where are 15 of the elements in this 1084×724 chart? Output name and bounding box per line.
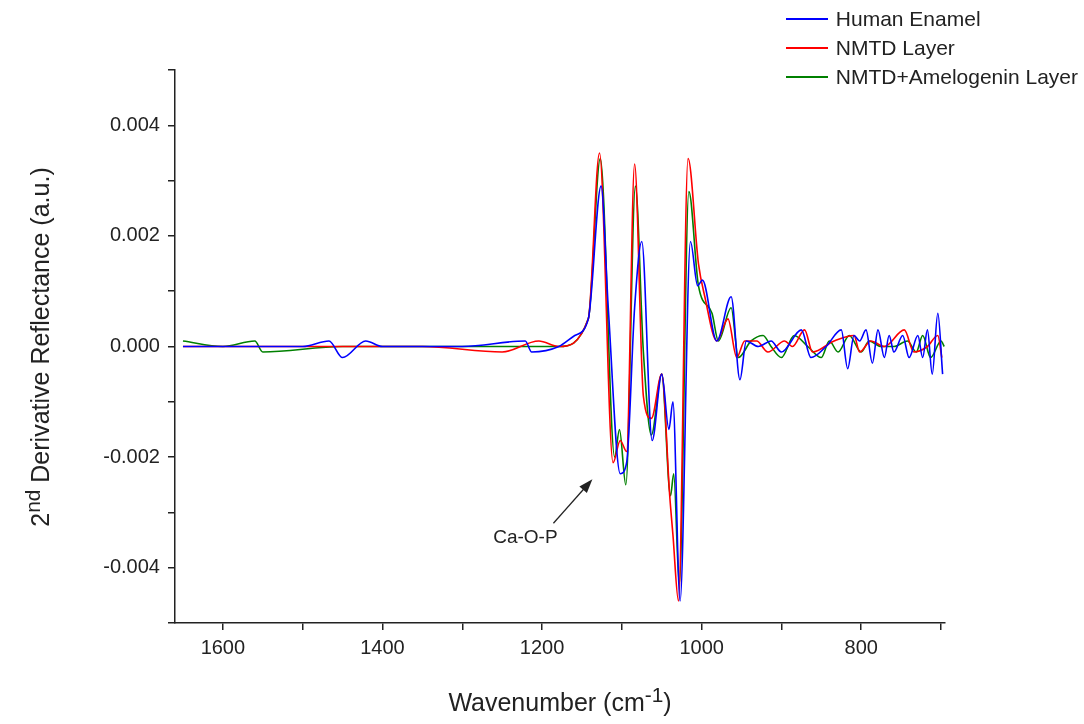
annotation: Ca-O-P — [493, 525, 558, 547]
legend-label: NMTD+Amelogenin Layer — [835, 64, 1078, 89]
y-tick-label: -0.002 — [103, 444, 160, 467]
x-tick-label: 1200 — [519, 635, 565, 658]
y-tick-label: 0.000 — [109, 334, 160, 357]
x-tick-label: 800 — [844, 635, 878, 658]
x-tick-label: 1600 — [200, 635, 246, 658]
legend-label: NMTD Layer — [835, 35, 955, 60]
y-tick-label: -0.004 — [103, 555, 160, 578]
y-tick-label: 0.002 — [109, 223, 160, 246]
y-tick-label: 0.004 — [109, 112, 160, 135]
x-axis-title: Wavenumber (cm$^{-1}$) — [447, 683, 673, 718]
legend-label: Human Enamel — [835, 6, 981, 31]
x-tick-label: 1400 — [360, 635, 405, 658]
x-tick-label: 1000 — [679, 635, 724, 658]
